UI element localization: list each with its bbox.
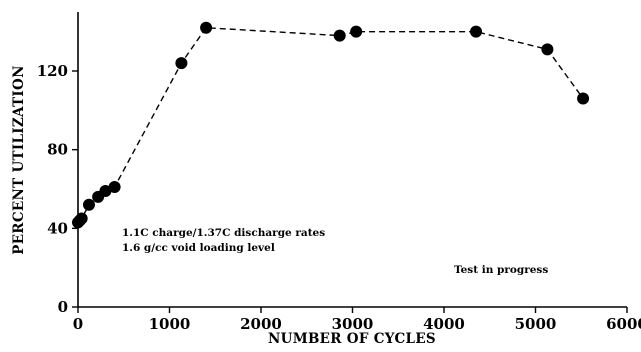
data-point: [200, 21, 213, 34]
data-point: [82, 198, 95, 211]
y-tick-label: 0: [58, 298, 68, 316]
y-tick-label: 80: [47, 141, 68, 159]
data-point: [108, 181, 121, 194]
axes: [77, 12, 627, 308]
series-line: [77, 27, 584, 223]
data-point: [75, 212, 88, 225]
data-point: [350, 25, 363, 38]
x-tick-label: 1000: [149, 315, 191, 333]
y-tick-label: 120: [37, 62, 68, 80]
x-axis-title: NUMBER OF CYCLES: [268, 331, 436, 347]
y-ticks: 0 40 80 120: [37, 62, 78, 316]
data-point: [333, 29, 346, 42]
data-points: [72, 21, 590, 229]
data-point: [541, 43, 554, 56]
rates-annotation: 1.1C charge/1.37C discharge rates: [122, 227, 325, 239]
test-status-annotation: Test in progress: [454, 264, 548, 276]
x-tick-label: 5000: [515, 315, 557, 333]
x-tick-label: 3000: [332, 315, 374, 333]
y-axis-title: PERCENT UTILIZATION: [11, 65, 27, 254]
y-tick-label: 40: [47, 219, 68, 237]
data-point: [470, 25, 483, 38]
loading-level-annotation: 1.6 g/cc void loading level: [122, 242, 275, 254]
data-point: [99, 184, 112, 197]
x-tick-label: 4000: [423, 315, 465, 333]
data-point: [175, 57, 188, 70]
series-line-layer: [77, 27, 584, 223]
x-tick-label: 0: [73, 315, 83, 333]
data-point: [577, 92, 590, 105]
x-tick-label: 2000: [240, 315, 282, 333]
